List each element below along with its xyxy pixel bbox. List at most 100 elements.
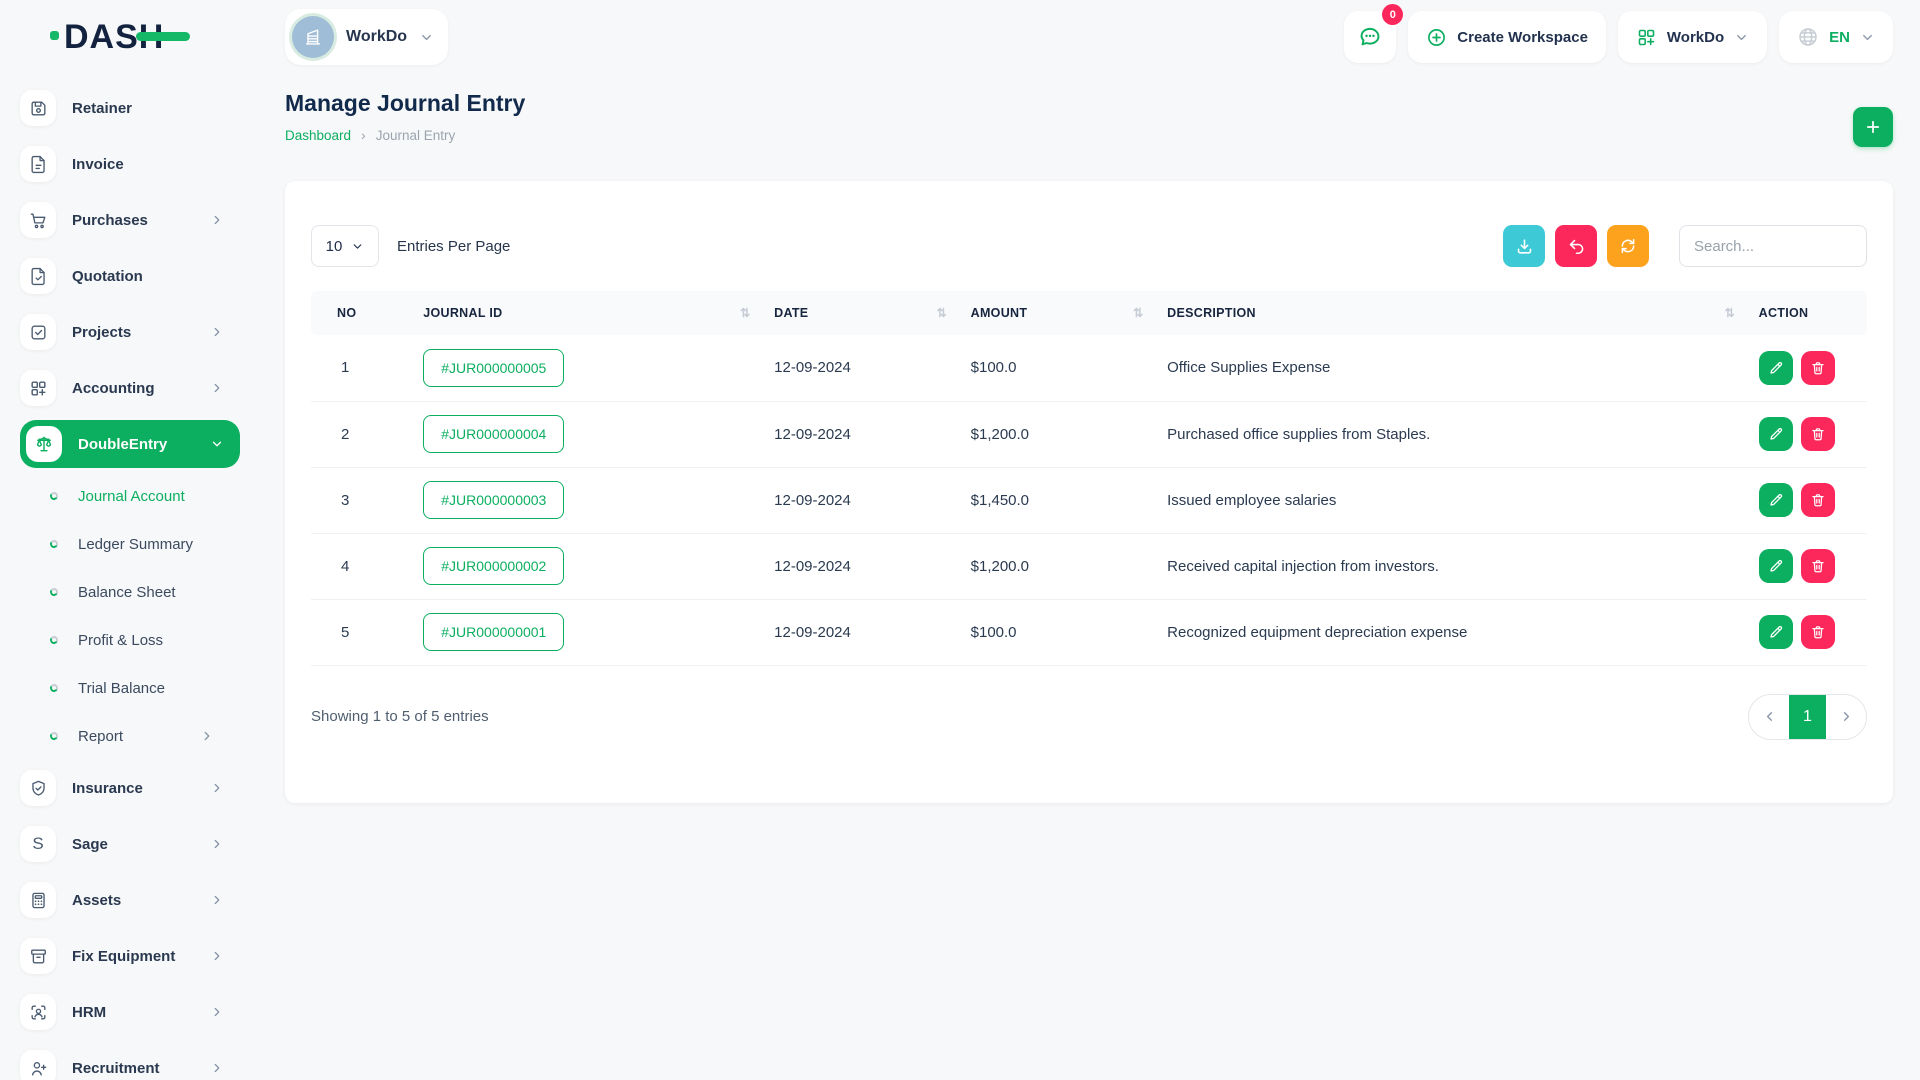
pagination-next-button[interactable]: [1826, 694, 1866, 739]
cell-description: Purchased office supplies from Staples.: [1155, 401, 1747, 468]
export-button[interactable]: [1503, 225, 1545, 267]
pagination-prev-button[interactable]: [1749, 694, 1789, 739]
sidebar-item-assets[interactable]: Assets: [20, 872, 250, 928]
pagination: 1: [1748, 693, 1867, 740]
sidebar-subitem-balance-sheet[interactable]: Balance Sheet: [20, 568, 250, 616]
entries-per-page-select[interactable]: 10: [311, 225, 379, 267]
journal-entry-card: 10 Entries Per Page: [285, 181, 1893, 803]
column-header-journal-id[interactable]: JOURNAL ID ⇅: [411, 291, 763, 335]
reset-button[interactable]: [1555, 225, 1597, 267]
cell-amount: $1,450.0: [958, 467, 1156, 534]
journal-id-badge[interactable]: #JUR000000001: [423, 613, 565, 651]
messages-button[interactable]: 0: [1344, 4, 1404, 63]
brand-logo[interactable]: DASH: [64, 18, 285, 57]
toolbar-actions: [1503, 225, 1649, 267]
archive-icon: [20, 938, 56, 974]
breadcrumb-dashboard-link[interactable]: Dashboard: [285, 127, 352, 143]
sidebar-item-invoice[interactable]: Invoice: [20, 136, 250, 192]
sidebar-subitem-report[interactable]: Report: [20, 712, 250, 760]
breadcrumb-separator: ›: [361, 127, 366, 143]
sidebar-item-quotation[interactable]: Quotation: [20, 248, 250, 304]
column-header-action: ACTION: [1746, 291, 1867, 335]
edit-entry-button[interactable]: [1758, 549, 1793, 583]
trash-icon: [1810, 426, 1826, 442]
delete-entry-button[interactable]: [1800, 350, 1835, 385]
sidebar-subitem-journal-account[interactable]: Journal Account: [20, 472, 250, 520]
calculator-icon: [20, 882, 56, 918]
user-menu-button[interactable]: WorkDo: [1617, 11, 1768, 63]
delete-entry-button[interactable]: [1800, 549, 1835, 583]
bullet-icon: [49, 539, 59, 549]
user-menu-label: WorkDo: [1666, 28, 1725, 46]
chevron-right-icon: [210, 1005, 224, 1019]
sidebar-item-insurance[interactable]: Insurance: [20, 760, 250, 816]
chevron-right-icon: [210, 781, 224, 795]
sidebar-item-sage[interactable]: S Sage: [20, 816, 250, 872]
entries-per-page-label: Entries Per Page: [397, 237, 511, 255]
table-row: 3 #JUR000000003 12-09-2024 $1,450.0 Issu…: [311, 467, 1867, 534]
sort-icon[interactable]: ⇅: [1133, 306, 1144, 320]
refresh-button[interactable]: [1607, 225, 1649, 267]
column-header-description[interactable]: DESCRIPTION ⇅: [1155, 291, 1747, 335]
sidebar-subitem-ledger-summary[interactable]: Ledger Summary: [20, 520, 250, 568]
journal-id-badge[interactable]: #JUR000000002: [423, 547, 565, 585]
workspace-avatar: [292, 16, 334, 58]
sidebar-subitem-trial-balance[interactable]: Trial Balance: [20, 664, 250, 712]
search-input[interactable]: [1679, 225, 1867, 267]
chevron-right-icon: [210, 837, 224, 851]
cell-date: 12-09-2024: [762, 467, 959, 534]
chevron-right-icon: [210, 381, 224, 395]
sort-icon[interactable]: ⇅: [936, 306, 947, 320]
sidebar-item-fix-equipment[interactable]: Fix Equipment: [20, 928, 250, 984]
journal-id-badge[interactable]: #JUR000000004: [423, 415, 565, 453]
edit-entry-button[interactable]: [1758, 417, 1793, 451]
sidebar-item-purchases[interactable]: Purchases: [20, 192, 250, 248]
download-icon: [1515, 237, 1534, 256]
edit-entry-button[interactable]: [1758, 350, 1793, 385]
chevron-down-icon: [419, 30, 434, 45]
sidebar-item-doubleentry[interactable]: DoubleEntry: [20, 420, 240, 468]
language-selector[interactable]: EN: [1779, 11, 1893, 63]
user-plus-icon: [20, 1050, 56, 1080]
cell-description: Recognized equipment depreciation expens…: [1155, 599, 1747, 666]
sidebar-item-retainer[interactable]: Retainer: [20, 80, 250, 136]
cell-no: 2: [311, 401, 412, 468]
main-content: Manage Journal Entry Dashboard › Journal…: [250, 74, 1920, 803]
sidebar-subitem-profit-loss[interactable]: Profit & Loss: [20, 616, 250, 664]
sidebar-item-hrm[interactable]: HRM: [20, 984, 250, 1040]
sidebar: Retainer Invoice Purchases Quotation Pro…: [0, 74, 250, 1080]
cell-amount: $100.0: [958, 335, 1156, 402]
cell-date: 12-09-2024: [762, 599, 959, 666]
journal-id-badge[interactable]: #JUR000000005: [423, 348, 565, 387]
cell-amount: $100.0: [958, 599, 1156, 666]
column-header-date[interactable]: DATE ⇅: [762, 291, 959, 335]
file-check-icon: [20, 258, 56, 294]
pagination-current-page[interactable]: 1: [1789, 694, 1826, 739]
sidebar-item-projects[interactable]: Projects: [20, 304, 250, 360]
plus-circle-icon: [1426, 27, 1447, 48]
create-workspace-button[interactable]: Create Workspace: [1408, 11, 1606, 63]
trash-icon: [1810, 492, 1826, 508]
column-header-amount[interactable]: AMOUNT ⇅: [958, 291, 1156, 335]
trash-icon: [1810, 360, 1826, 376]
delete-entry-button[interactable]: [1800, 483, 1835, 517]
sidebar-item-recruitment[interactable]: Recruitment: [20, 1040, 250, 1080]
table-footer: Showing 1 to 5 of 5 entries 1: [311, 693, 1867, 740]
workspace-selector[interactable]: WorkDo: [285, 9, 449, 65]
chevron-left-icon: [1762, 709, 1777, 724]
journal-id-badge[interactable]: #JUR000000003: [423, 481, 565, 519]
delete-entry-button[interactable]: [1800, 417, 1835, 451]
showing-entries-text: Showing 1 to 5 of 5 entries: [311, 708, 489, 725]
sort-icon[interactable]: ⇅: [740, 306, 751, 320]
edit-entry-button[interactable]: [1758, 483, 1793, 517]
table-toolbar: 10 Entries Per Page: [311, 225, 1867, 267]
user-scan-icon: [20, 994, 56, 1030]
cell-description: Issued employee salaries: [1155, 467, 1747, 534]
cell-description: Office Supplies Expense: [1155, 335, 1747, 402]
table-row: 5 #JUR000000001 12-09-2024 $100.0 Recogn…: [311, 599, 1867, 666]
add-journal-entry-button[interactable]: [1853, 107, 1893, 147]
edit-entry-button[interactable]: [1758, 615, 1793, 649]
sidebar-item-accounting[interactable]: Accounting: [20, 360, 250, 416]
delete-entry-button[interactable]: [1800, 615, 1835, 649]
sort-icon[interactable]: ⇅: [1724, 306, 1735, 320]
